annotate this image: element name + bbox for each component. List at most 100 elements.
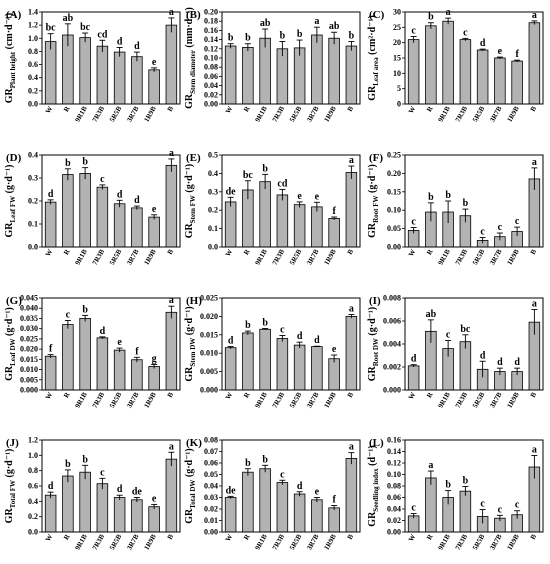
category-label: 5R5B <box>288 248 303 267</box>
bar-9r1b <box>442 20 454 105</box>
significance-letter: a <box>169 441 174 452</box>
bar-9r1b <box>79 471 91 533</box>
category-label: W <box>407 105 417 115</box>
y-tick-label: 0.025 <box>200 294 218 303</box>
y-tick-label: 0.25 <box>387 151 401 160</box>
y-tick-label: 0.000 <box>200 386 218 395</box>
plot-frame <box>221 297 361 391</box>
significance-letter: d <box>134 195 140 206</box>
category-label: R <box>425 390 435 399</box>
y-tick-label: 10 <box>393 69 401 78</box>
significance-letter: c <box>515 500 520 511</box>
y-tick-label: 0.10 <box>387 470 401 479</box>
significance-letter: d <box>48 481 54 492</box>
bar-1r9b <box>148 506 160 533</box>
bar-w <box>44 41 57 105</box>
significance-letter: e <box>498 46 503 57</box>
y-tick-label: 0.06 <box>387 493 401 502</box>
significance-letter: f <box>515 49 519 60</box>
panel-label: (K) <box>186 437 202 449</box>
significance-letter: b <box>445 480 451 491</box>
category-label: 3R7B <box>125 248 140 267</box>
plot-frame <box>221 11 361 105</box>
significance-letter: a <box>349 304 354 315</box>
category-label: 1R9B <box>506 105 521 124</box>
significance-letter: a <box>428 460 433 471</box>
category-label: B <box>346 391 355 399</box>
y-tick-label: 15 <box>393 54 401 63</box>
significance-letter: c <box>411 503 416 514</box>
bar-1r9b <box>328 507 340 533</box>
category-label: 1R9B <box>323 533 338 552</box>
significance-letter: c <box>498 504 503 515</box>
y-tick-label: 0.02 <box>204 505 218 514</box>
y-tick-label: 0.4 <box>28 497 38 506</box>
category-label: W <box>224 391 234 401</box>
y-tick-label: 0.0 <box>28 100 38 109</box>
y-tick-label: 0.2 <box>28 512 38 521</box>
significance-letter: de <box>226 186 237 197</box>
y-tick-label: 0.010 <box>20 365 38 374</box>
panel-d: (D)GRLeaf FW (g·d⁻¹)0.00.10.20.30.4dWbRb… <box>4 148 181 267</box>
bar-w <box>224 201 237 248</box>
significance-letter: e <box>152 204 157 215</box>
category-label: 9R1B <box>437 391 452 410</box>
bar-3r7b <box>131 207 143 248</box>
bar-9r1b <box>79 37 91 105</box>
bar-w <box>407 39 420 105</box>
category-label: 1R9B <box>506 533 521 552</box>
bar-7r3b <box>459 490 472 533</box>
y-label-main: GR <box>184 93 195 109</box>
bar-7r3b <box>96 337 109 391</box>
y-tick-label: 0.2 <box>208 206 218 215</box>
category-label: 9R1B <box>74 391 89 410</box>
significance-letter: d <box>411 354 417 365</box>
bar-w <box>224 497 237 533</box>
y-tick-label: 0.05 <box>387 224 401 233</box>
significance-letter: b <box>463 476 469 487</box>
plot-frame <box>404 11 544 105</box>
bar-7r3b <box>276 482 289 533</box>
bar-3r7b <box>311 499 323 533</box>
y-tick-label: 1.0 <box>28 34 38 43</box>
bar-w <box>224 45 237 105</box>
category-label: 1R9B <box>506 248 521 267</box>
y-tick-label: 30 <box>393 8 401 17</box>
category-label: R <box>62 390 72 399</box>
y-tick-label: 5 <box>397 84 401 93</box>
y-tick-label: 0.4 <box>28 73 38 82</box>
bar-7r3b <box>96 483 109 533</box>
significance-letter: b <box>280 30 286 41</box>
panel-l: (L)GRSeedling index (d⁻¹)0.000.020.040.0… <box>367 436 544 552</box>
y-tick-label: 0.0 <box>28 528 38 537</box>
significance-letter: e <box>297 191 302 202</box>
panel-label: (L) <box>369 437 384 449</box>
panel-label: (J) <box>6 437 19 449</box>
category-label: B <box>529 248 538 256</box>
plot-frame <box>41 154 181 248</box>
plot-frame <box>41 11 181 105</box>
y-tick-label: 0.040 <box>20 304 38 313</box>
plot-frame <box>221 154 361 248</box>
significance-letter: b <box>228 33 234 44</box>
bar-9r1b <box>259 468 271 533</box>
category-label: B <box>529 105 538 113</box>
bar-7r3b <box>459 341 472 391</box>
category-label: W <box>224 248 234 258</box>
category-label: 1R9B <box>143 105 158 124</box>
y-label-main: GR <box>184 508 195 524</box>
bar-w <box>407 365 420 391</box>
significance-letter: f <box>135 346 139 357</box>
category-label: B <box>166 105 175 113</box>
y-tick-label: 0.025 <box>20 334 38 343</box>
bar-5r5b <box>113 349 126 391</box>
significance-letter: e <box>152 57 157 68</box>
y-tick-label: 0.004 <box>383 340 401 349</box>
y-label-unit: (d⁻¹) <box>367 445 378 468</box>
category-label: 7R3B <box>91 105 106 124</box>
y-tick-label: 0.005 <box>200 367 218 376</box>
panel-k: (K)GRTotal DW (g·d⁻¹)0.000.010.020.030.0… <box>184 436 361 552</box>
category-label: 5R5B <box>471 105 486 124</box>
significance-letter: d <box>117 189 123 200</box>
significance-letter: d <box>134 41 140 52</box>
